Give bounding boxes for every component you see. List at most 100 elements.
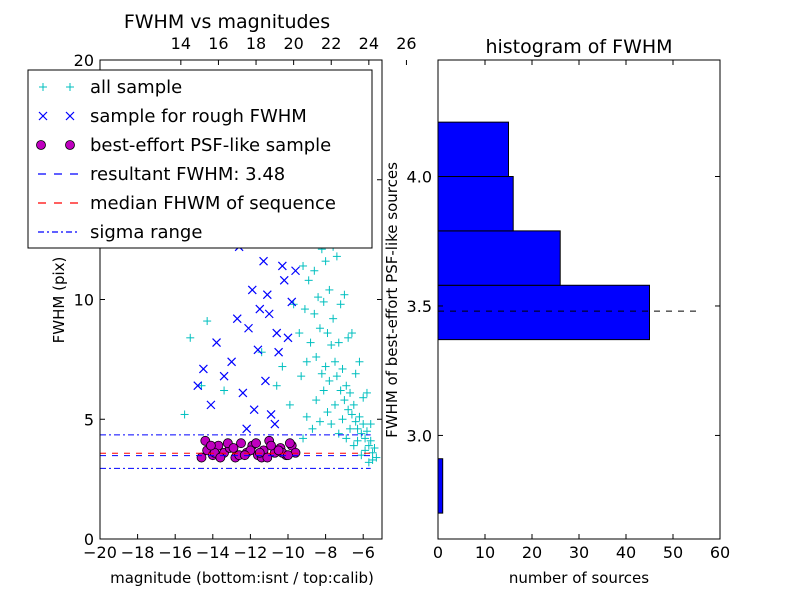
- all-sample-point: [321, 257, 330, 266]
- all-sample-point: [302, 412, 311, 421]
- all-sample-point: [351, 417, 360, 426]
- all-sample-point: [342, 381, 351, 390]
- scatter-x-tick-label: −20: [83, 543, 117, 562]
- psf-like-point: [266, 440, 276, 451]
- histogram-bar: [437, 458, 444, 514]
- scatter-y-tick-label: 10: [74, 291, 94, 310]
- all-sample-point: [297, 372, 306, 381]
- histogram-x-tick-label: 10: [475, 543, 495, 562]
- all-sample-point: [327, 341, 336, 350]
- all-sample-point: [344, 333, 353, 342]
- all-sample-point: [323, 329, 332, 338]
- all-sample-point: [346, 388, 355, 397]
- scatter-legend: all sample sample for rough FWHM best-effo…: [27, 69, 373, 249]
- all-sample-point: [338, 415, 347, 424]
- rough-fwhm-point: [249, 405, 259, 415]
- all-sample-point: [349, 441, 358, 450]
- rough-fwhm-point: [212, 338, 221, 348]
- rough-fwhm-point: [274, 347, 284, 357]
- scatter-x-tick-label: −8: [314, 543, 338, 562]
- histogram-y-axis-label: FWHM of best-effort PSF-like sources: [383, 162, 401, 438]
- legend-label: median FHWM of sequence: [90, 193, 336, 214]
- all-sample-point: [370, 443, 379, 452]
- all-sample-point: [315, 417, 324, 426]
- rough-fwhm-point: [193, 381, 203, 391]
- all-sample-point: [364, 441, 373, 450]
- all-sample-point: [302, 357, 311, 366]
- all-sample-point: [306, 338, 315, 347]
- scatter-top-tick-label: 22: [321, 34, 341, 53]
- scatter-y-tick-label: 20: [74, 51, 94, 70]
- all-sample-point: [334, 338, 343, 347]
- all-sample-point: [317, 369, 326, 378]
- scatter-x-tick-label: −16: [158, 543, 192, 562]
- legend-entry: all sample: [39, 77, 182, 98]
- all-sample-point: [362, 388, 371, 397]
- psf-like-point: [206, 440, 216, 451]
- legend-plus-marker: [39, 83, 47, 91]
- all-sample-point: [362, 427, 371, 436]
- scatter-y-tick-label: 0: [84, 530, 94, 549]
- all-sample-point: [347, 410, 356, 419]
- all-sample-point: [272, 381, 281, 390]
- rough-fwhm-point: [253, 345, 263, 355]
- scatter-reference-lines: [100, 434, 371, 469]
- rough-fwhm-point: [259, 256, 268, 266]
- scatter-x-axis-label: magnitude (bottom:isnt / top:calib): [110, 569, 374, 587]
- all-sample-point: [366, 420, 375, 429]
- all-sample-point: [325, 376, 334, 385]
- histogram-x-tick-label: 50: [663, 543, 683, 562]
- histogram-x-tick-label: 0: [433, 543, 443, 562]
- legend-label: sample for rough FWHM: [90, 106, 307, 127]
- histogram-x-axis-label: number of sources: [509, 569, 649, 587]
- all-sample-point: [295, 329, 304, 338]
- all-sample-point: [331, 400, 339, 409]
- legend-frame: [27, 69, 373, 249]
- all-sample-point: [353, 436, 362, 445]
- rough-fwhm-point: [244, 323, 253, 333]
- histogram-y-tick-label: 3.0: [407, 426, 432, 445]
- scatter-top-tick-label: 20: [283, 34, 303, 53]
- histogram-panel: 0 10 20 30 40 50 60 3.0 3.5 4.0 histogram of FWHM…: [383, 36, 730, 587]
- histogram-bar: [437, 230, 561, 286]
- histogram-x-tick-label: 20: [522, 543, 542, 562]
- histogram-ticks: 0 10 20 30 40 50 60 3.0 3.5 4.0: [407, 60, 730, 562]
- scatter-x-tick-label: −14: [196, 543, 230, 562]
- rough-fwhm-point: [277, 261, 287, 271]
- scatter-ticks: −20−18−16−14−12−10−8−6051015201416182022…: [74, 34, 417, 562]
- all-sample-point: [323, 408, 332, 417]
- histogram-bar: [437, 121, 509, 178]
- scatter-y-axis-label: FWHM (pix): [50, 257, 68, 344]
- scatter-x-tick-label: −10: [271, 543, 305, 562]
- all-sample-point: [312, 396, 321, 405]
- all-sample-point: [329, 314, 338, 323]
- rough-fwhm-point: [261, 376, 270, 386]
- histogram-bars: [437, 121, 650, 514]
- scatter-top-tick-label: 26: [396, 34, 416, 53]
- legend-entry: median FHWM of sequence: [38, 193, 336, 214]
- rough-fwhm-point: [219, 371, 229, 381]
- all-sample-point: [346, 424, 355, 433]
- psf-like-point: [215, 452, 226, 463]
- all-sample-point: [366, 436, 375, 445]
- histogram-x-tick-label: 60: [710, 543, 730, 562]
- all-sample-point: [336, 386, 345, 395]
- psf-like-point: [284, 438, 295, 449]
- all-sample-point: [315, 324, 324, 333]
- legend-entry: best-effort PSF-like sample: [36, 135, 331, 156]
- histogram-y-tick-label: 4.0: [407, 168, 432, 187]
- all-sample-point: [344, 405, 353, 414]
- histogram-bar: [437, 284, 650, 341]
- scatter-top-tick-label: 14: [171, 34, 191, 53]
- rough-fwhm-point: [266, 410, 276, 419]
- scatter-points: [180, 69, 381, 467]
- histogram-x-tick-label: 30: [569, 543, 589, 562]
- rough-fwhm-point: [232, 314, 242, 324]
- legend-label: all sample: [90, 77, 182, 98]
- all-sample-point: [342, 434, 351, 443]
- all-sample-point: [308, 424, 317, 433]
- scatter-y-tick-label: 5: [84, 410, 94, 429]
- legend-label: resultant FWHM: 3.48: [90, 164, 285, 185]
- all-sample-point: [197, 381, 206, 390]
- all-sample-point: [347, 329, 356, 338]
